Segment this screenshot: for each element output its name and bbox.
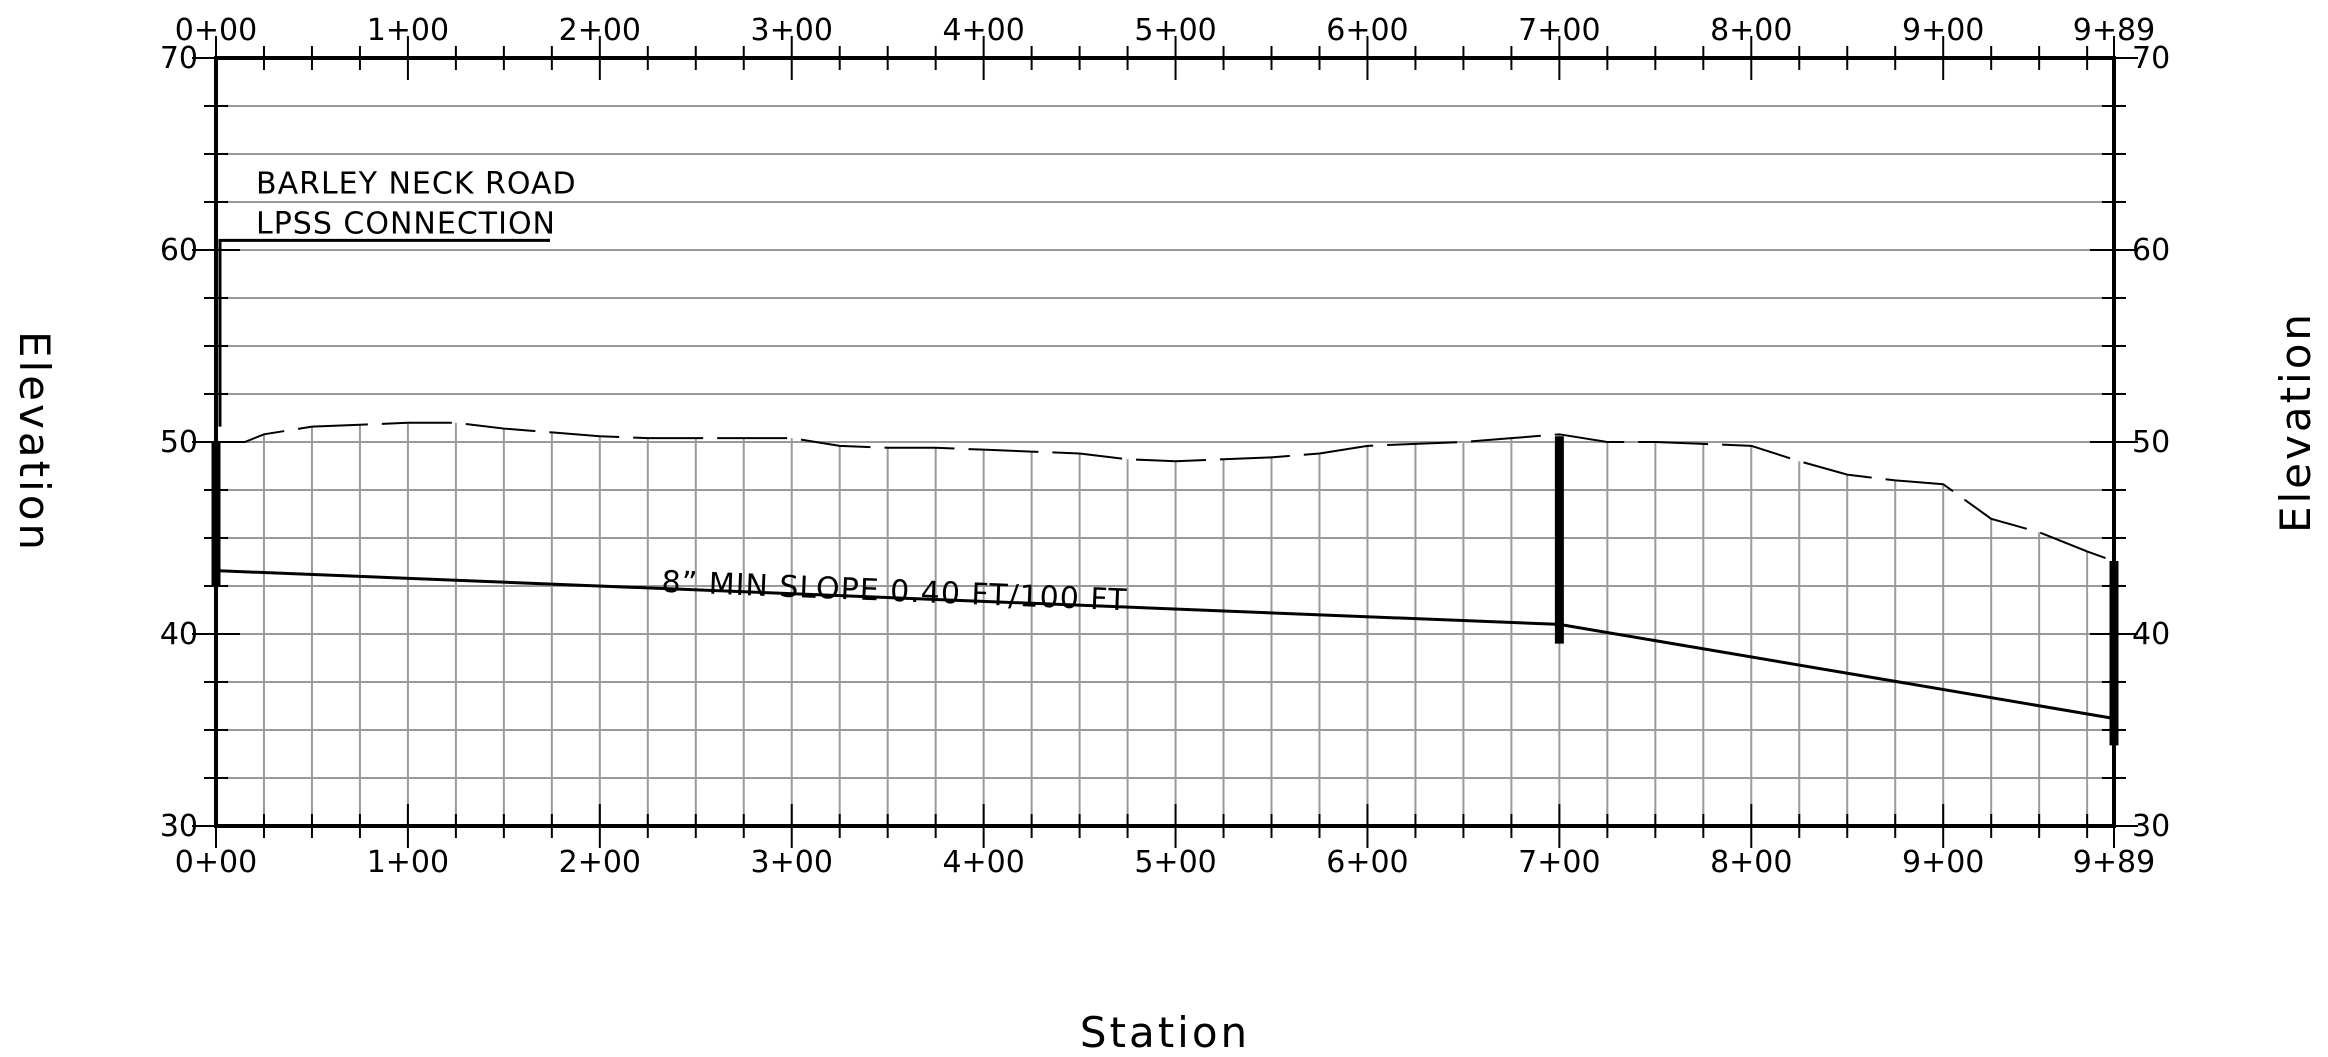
existing-ground-line: [216, 421, 2115, 562]
grid-mask: [216, 60, 2114, 562]
y-tick-label-left: 70: [160, 41, 198, 76]
sewer-pipe-line: [215, 569, 2115, 720]
x-tick-label-top: 8+00: [1710, 13, 1792, 48]
x-tick-label-top: 9+89: [2073, 13, 2155, 48]
location-label-line1: BARLEY NECK ROAD: [256, 166, 577, 201]
location-label-line2: LPSS CONNECTION: [256, 206, 556, 241]
x-axis-title: Station: [1080, 1008, 1250, 1057]
x-tick-label-bottom: 4+00: [942, 845, 1024, 880]
x-tick-label-bottom: 8+00: [1710, 845, 1792, 880]
x-tick-label-bottom: 2+00: [559, 845, 641, 880]
y-tick-label-right: 70: [2132, 41, 2170, 76]
x-tick-label-bottom: 5+00: [1134, 845, 1216, 880]
x-tick-label-top: 0+00: [175, 13, 257, 48]
grid: [216, 58, 2114, 826]
y-tick-label-left: 60: [160, 233, 198, 268]
x-tick-label-bottom: 7+00: [1518, 845, 1600, 880]
x-tick-label-top: 3+00: [751, 13, 833, 48]
structures: [211, 436, 2119, 746]
tick-labels: 0+00 0+00 1+00 1+00 2+00 2+00 3+00 3+00 4+00 4+00…: [160, 13, 2170, 880]
x-tick-label-top: 1+00: [367, 13, 449, 48]
x-tick-label-bottom: 0+00: [175, 845, 257, 880]
y-tick-label-left: 50: [160, 425, 198, 460]
x-tick-label-bottom: 9+00: [1902, 845, 1984, 880]
y-tick-label-left: 40: [160, 617, 198, 652]
x-tick-label-top: 7+00: [1518, 13, 1600, 48]
x-tick-label-bottom: 1+00: [367, 845, 449, 880]
y-tick-label-right: 60: [2132, 233, 2170, 268]
x-tick-label-bottom: 6+00: [1326, 845, 1408, 880]
y-axis-title-left: Elevation: [10, 331, 59, 553]
x-tick-label-top: 9+00: [1902, 13, 1984, 48]
x-tick-label-top: 4+00: [942, 13, 1024, 48]
y-tick-label-left: 30: [160, 809, 198, 844]
annotation-leader: [218, 238, 550, 427]
y-tick-label-right: 50: [2132, 425, 2170, 460]
y-tick-label-right: 40: [2132, 617, 2170, 652]
y-tick-label-right: 30: [2132, 809, 2170, 844]
x-tick-label-bottom: 3+00: [751, 845, 833, 880]
x-tick-label-bottom: 9+89: [2073, 845, 2155, 880]
pipe-slope-label: 8” MIN SLOPE 0.40 FT/100 FT: [661, 565, 1128, 619]
y-axis-title-right: Elevation: [2271, 311, 2320, 533]
x-tick-label-top: 6+00: [1326, 13, 1408, 48]
x-tick-label-top: 2+00: [559, 13, 641, 48]
x-tick-label-top: 5+00: [1134, 13, 1216, 48]
